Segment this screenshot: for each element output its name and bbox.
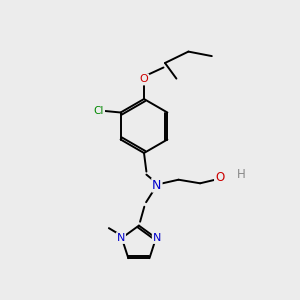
Text: N: N [153,233,161,243]
Text: Cl: Cl [94,106,104,116]
Text: O: O [140,74,148,85]
Text: N: N [152,178,162,192]
Text: N: N [117,233,125,243]
Text: O: O [215,171,224,184]
Text: H: H [237,168,246,182]
